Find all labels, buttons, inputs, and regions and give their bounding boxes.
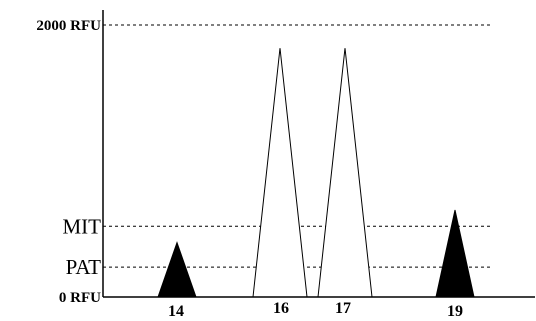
y-label-pat: PAT xyxy=(66,255,102,279)
peak-label-17: 17 xyxy=(335,300,351,317)
peak-19 xyxy=(435,209,475,298)
peak-labels-group: 14 16 17 19 xyxy=(168,300,463,320)
peak-label-19: 19 xyxy=(447,303,463,320)
peak-label-14: 14 xyxy=(168,303,184,320)
peaks-group xyxy=(157,48,475,298)
peak-17 xyxy=(317,48,373,298)
y-label-mit: MIT xyxy=(63,214,102,238)
peak-label-16: 16 xyxy=(273,300,289,317)
y-label-0-rfu: 0 RFU xyxy=(59,290,101,306)
y-label-2000-rfu: 2000 RFU xyxy=(36,18,101,34)
peak-14 xyxy=(157,241,197,298)
peak-16 xyxy=(252,48,308,298)
